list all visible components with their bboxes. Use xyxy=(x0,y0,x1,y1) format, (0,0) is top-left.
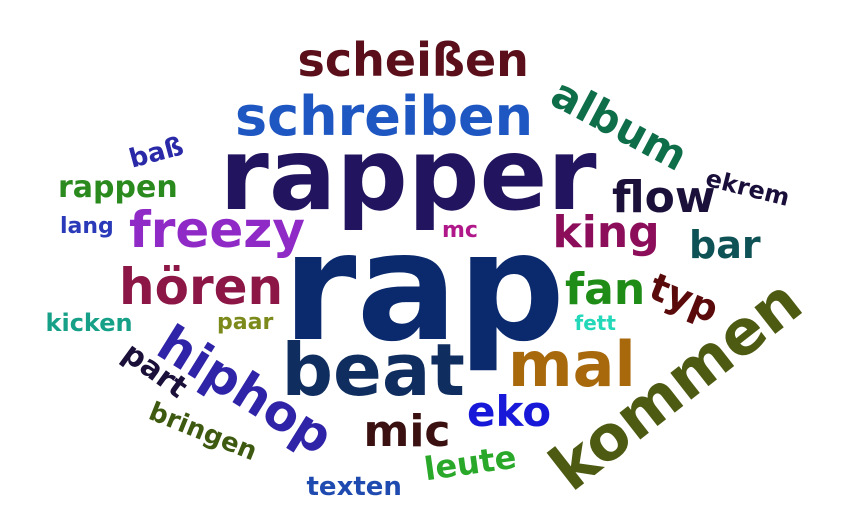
word-rapper: rapper xyxy=(219,116,597,233)
word-freezy: freezy xyxy=(129,201,305,259)
word-flow: flow xyxy=(612,172,716,223)
word-mal: mal xyxy=(508,328,636,401)
word-fett: fett xyxy=(574,311,616,335)
word-rappen: rappen xyxy=(58,170,178,205)
word-mc: mc xyxy=(442,218,478,243)
word-hören: hören xyxy=(119,258,284,316)
word-mic: mic xyxy=(363,406,451,457)
word-fan: fan xyxy=(565,264,646,315)
word-ekrem: ekrem xyxy=(702,164,792,212)
word-lang: lang xyxy=(60,214,114,239)
word-eko: eko xyxy=(467,387,552,436)
word-king: king xyxy=(552,207,660,258)
word-beat: beat xyxy=(281,328,465,412)
word-schreiben: schreiben xyxy=(235,85,534,148)
word-texten: texten xyxy=(306,472,402,502)
word-typ: typ xyxy=(643,264,725,332)
word-bar: bar xyxy=(689,223,761,267)
word-kicken: kicken xyxy=(45,309,133,337)
word-scheißen: scheißen xyxy=(297,33,529,87)
word-baß: baß xyxy=(125,131,187,175)
word-paar: paar xyxy=(217,310,274,335)
word-rap: rap xyxy=(282,201,566,375)
